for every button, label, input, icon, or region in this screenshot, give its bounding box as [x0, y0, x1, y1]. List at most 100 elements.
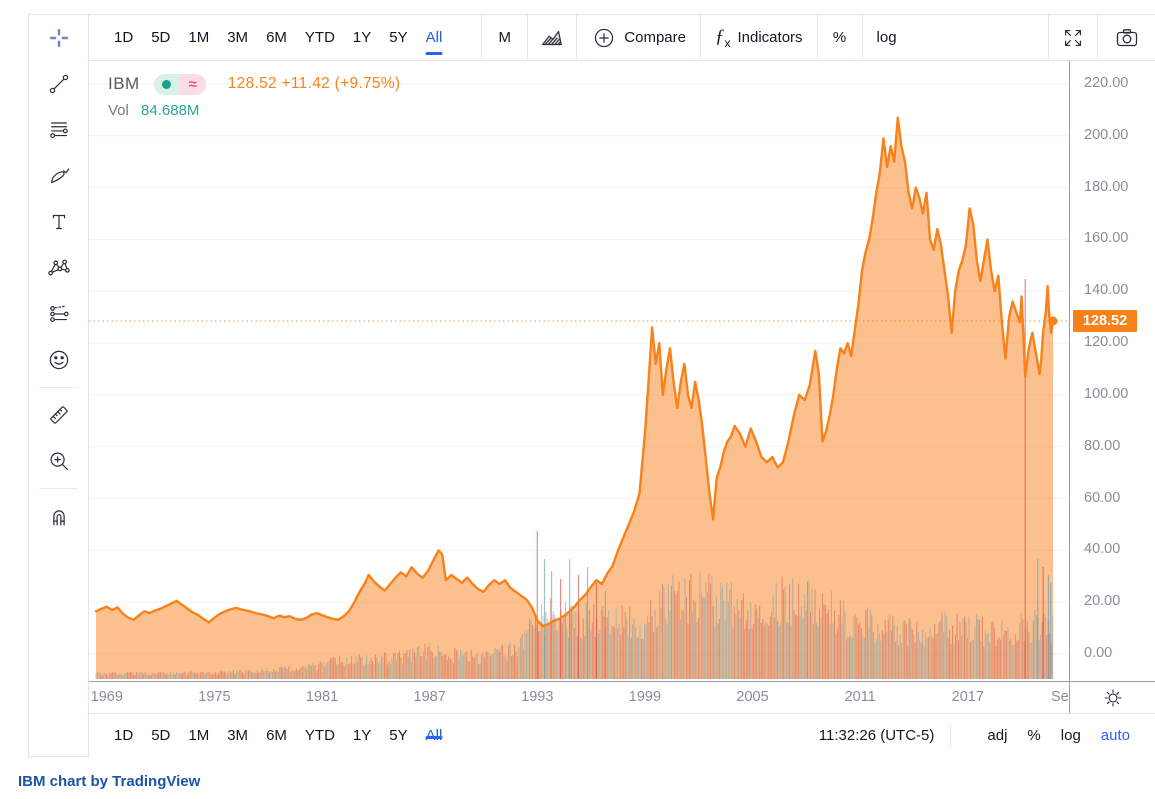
time-tick-label: 2017: [951, 689, 984, 705]
volume-value: 84.688M: [141, 102, 200, 119]
symbol-name: IBM: [108, 74, 140, 93]
compare-button[interactable]: Compare: [577, 15, 700, 60]
interval-label: M: [498, 29, 512, 46]
price-chart: [89, 83, 1069, 679]
time-tick-label: 1969: [90, 689, 123, 705]
brush-tool-button[interactable]: [29, 153, 89, 199]
time-tick-label: 1993: [521, 689, 554, 705]
brush-icon: [46, 163, 72, 189]
fx-icon: ƒx: [715, 25, 731, 50]
status-dot-icon: [162, 79, 172, 89]
toolbar-divider: [481, 15, 483, 60]
percent-label: %: [832, 29, 847, 46]
range-button-5y[interactable]: 5Y: [389, 29, 408, 46]
axis-settings-button[interactable]: [1069, 681, 1155, 713]
drawing-tools-list: [29, 61, 88, 539]
magnet-tool-button[interactable]: [29, 493, 89, 539]
range-button-ytd[interactable]: YTD: [304, 727, 335, 744]
range-button-1d[interactable]: 1D: [114, 29, 134, 46]
tradingview-attribution-link[interactable]: IBM chart by TradingView: [18, 773, 201, 790]
snapshot-button[interactable]: [1098, 15, 1155, 60]
xabcd-pattern-tool-button[interactable]: [29, 245, 89, 291]
percent-scale-toggle[interactable]: %: [1027, 727, 1041, 744]
price-tick-label: 200.00: [1084, 126, 1129, 143]
price-tick-label: 160.00: [1084, 230, 1129, 247]
top-toolbar: 1D 5D 1M 3M 6M YTD 1Y 5Y All M Compare ƒx Indica…: [89, 15, 1155, 61]
time-tick-label: 1975: [198, 689, 231, 705]
emoji-tool-button[interactable]: [29, 337, 89, 383]
volume-label: Vol: [108, 102, 129, 119]
range-button-1d[interactable]: 1D: [114, 727, 134, 744]
fib-lines-icon: [46, 117, 72, 143]
range-button-all[interactable]: All: [417, 15, 452, 60]
toolbar-divider: [700, 15, 701, 60]
zoom-in-tool-button[interactable]: [29, 438, 89, 484]
range-button-1y[interactable]: 1Y: [352, 727, 372, 744]
date-range-buttons: 1D 5D 1M 3M 6M YTD 1Y 5Y All: [89, 15, 451, 60]
percent-scale-button[interactable]: %: [818, 15, 862, 60]
fib-lines-tool-button[interactable]: [29, 107, 89, 153]
range-button-3m[interactable]: 3M: [227, 29, 249, 46]
time-tick-label: 2005: [736, 689, 769, 705]
crosshair-icon: [46, 25, 72, 51]
price-tick-label: 0.00: [1084, 645, 1113, 661]
range-button-1m[interactable]: 1M: [188, 727, 210, 744]
range-button-6m[interactable]: 6M: [266, 29, 287, 46]
price-tick-label: 40.00: [1084, 541, 1121, 558]
range-button-5y[interactable]: 5Y: [389, 727, 408, 744]
toolbar-divider: [816, 15, 818, 60]
bottom-toolbar: 1D 5D 1M 3M 6M YTD 1Y 5Y All 11:32:26 (UTC-5) ad…: [89, 713, 1155, 757]
chart-pane[interactable]: IBM ≈ 128.52 +11.42 (+9.75%) Vol 84.688M: [89, 61, 1069, 681]
toolbar-divider: [1048, 15, 1049, 60]
magnet-icon: [46, 503, 72, 529]
fullscreen-button[interactable]: [1049, 15, 1097, 60]
log-label: log: [876, 29, 897, 46]
toolbar-divider: [861, 15, 863, 60]
ruler-tool-button[interactable]: [29, 392, 89, 438]
market-status-pill: ≈: [153, 73, 206, 95]
range-button-3m[interactable]: 3M: [227, 727, 249, 744]
time-tick-label: 2011: [844, 689, 876, 705]
price-tick-label: 120.00: [1084, 334, 1129, 351]
crosshair-tool-button[interactable]: [29, 15, 89, 61]
range-button-1m[interactable]: 1M: [188, 29, 210, 46]
toolbar-divider: [576, 15, 578, 60]
text-tool-button[interactable]: [29, 199, 89, 245]
price-axis[interactable]: 220.00 200.00 180.00 160.00 140.00 120.00 100.…: [1069, 61, 1155, 681]
toolbar-divider: [527, 15, 529, 60]
adjusted-data-toggle[interactable]: adj: [987, 727, 1008, 744]
time-axis[interactable]: 1969 1975 1981 1987 1993 1999 2005 2011 2017 Se: [89, 681, 1155, 713]
text-icon: [46, 209, 72, 235]
range-button-all[interactable]: All: [417, 727, 452, 744]
range-button-6m[interactable]: 6M: [266, 727, 287, 744]
range-button-ytd[interactable]: YTD: [304, 29, 335, 46]
toolbar-divider: [1097, 15, 1098, 60]
date-range-buttons-bottom: 1D 5D 1M 3M 6M YTD 1Y 5Y All: [89, 727, 451, 744]
last-price-badge: 128.52: [1073, 310, 1137, 333]
forecast-tool-button[interactable]: [29, 291, 89, 337]
range-button-5d[interactable]: 5D: [151, 29, 171, 46]
chart-type-button[interactable]: [528, 15, 576, 60]
log-scale-button[interactable]: log: [863, 15, 911, 60]
market-open-indicator: [153, 73, 180, 95]
price-tick-label: 180.00: [1084, 178, 1129, 195]
emoji-icon: [46, 347, 72, 373]
ruler-icon: [46, 402, 72, 428]
auto-scale-toggle[interactable]: auto: [1100, 727, 1130, 744]
clock: 11:32:26 (UTC-5): [818, 727, 935, 744]
range-button-5d[interactable]: 5D: [151, 727, 171, 744]
toolbar-divider: [950, 724, 952, 747]
log-scale-toggle[interactable]: log: [1060, 727, 1081, 744]
range-button-1y[interactable]: 1Y: [352, 29, 372, 46]
trend-line-tool-button[interactable]: [29, 61, 89, 107]
xabcd-pattern-icon: [46, 255, 72, 281]
gear-icon: [1101, 686, 1125, 710]
compare-label: Compare: [624, 29, 686, 46]
approx-price-indicator: ≈: [179, 73, 206, 95]
interval-button[interactable]: M: [482, 15, 527, 60]
price-tick-label: 80.00: [1084, 437, 1121, 454]
legend: IBM ≈ 128.52 +11.42 (+9.75%) Vol 84.688M: [108, 72, 400, 119]
forecast-icon: [46, 301, 72, 327]
indicators-button[interactable]: ƒx Indicators: [701, 15, 817, 60]
